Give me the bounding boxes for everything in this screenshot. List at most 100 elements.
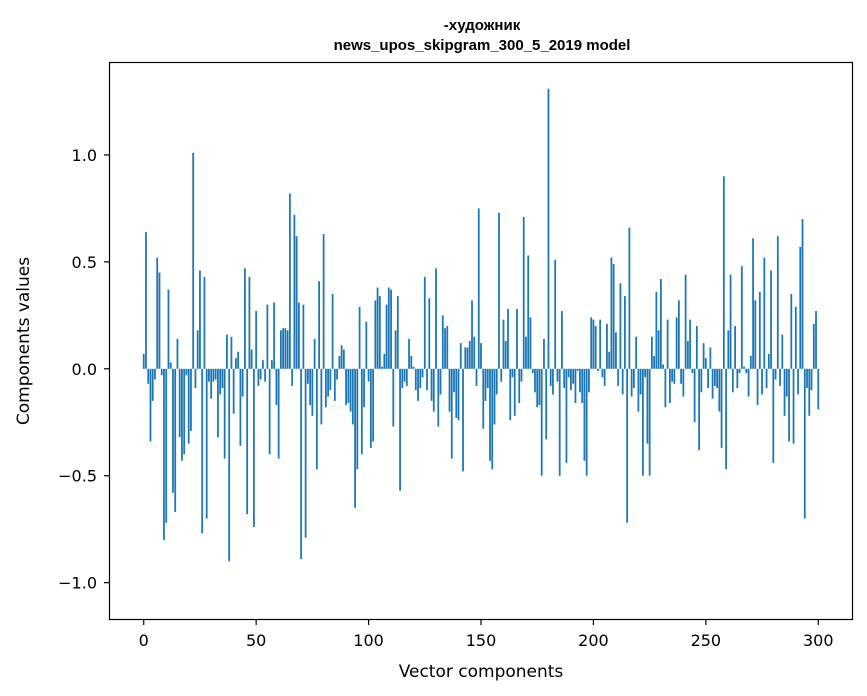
x-axis-ticks: 0 50 100 150 200 250 300 bbox=[139, 619, 834, 650]
bar bbox=[336, 368, 338, 380]
bar bbox=[156, 257, 159, 369]
bar bbox=[734, 326, 736, 369]
bar bbox=[797, 368, 799, 395]
bar bbox=[655, 291, 658, 369]
bar bbox=[235, 358, 237, 369]
bar bbox=[351, 368, 354, 425]
bar bbox=[606, 323, 608, 369]
bar bbox=[549, 368, 552, 386]
bar bbox=[731, 368, 734, 393]
bar bbox=[178, 368, 181, 438]
bar bbox=[349, 368, 352, 412]
bar bbox=[212, 368, 215, 382]
bar bbox=[624, 296, 626, 369]
plot-area-frame bbox=[108, 61, 854, 621]
bar bbox=[446, 326, 449, 369]
bar bbox=[785, 368, 788, 397]
bar bbox=[749, 355, 752, 369]
bar bbox=[282, 328, 285, 369]
bar bbox=[711, 368, 714, 399]
bar bbox=[169, 362, 172, 369]
bar bbox=[412, 366, 415, 369]
bar bbox=[250, 349, 253, 369]
bar bbox=[779, 368, 781, 386]
x-tick-label: 150 bbox=[466, 631, 497, 650]
bar bbox=[399, 368, 401, 491]
bar bbox=[725, 368, 727, 470]
bar bbox=[151, 368, 154, 401]
bar bbox=[313, 338, 316, 369]
bar bbox=[309, 368, 312, 406]
bar bbox=[570, 368, 572, 391]
bar bbox=[763, 257, 766, 369]
bar bbox=[684, 274, 687, 369]
bar bbox=[149, 368, 152, 442]
bar bbox=[536, 368, 539, 408]
bar bbox=[405, 368, 408, 386]
bar bbox=[729, 274, 732, 369]
bar bbox=[767, 353, 770, 369]
bar bbox=[794, 306, 797, 369]
bar bbox=[594, 326, 597, 369]
bar bbox=[511, 368, 514, 378]
bar bbox=[174, 368, 177, 513]
x-tick-label: 300 bbox=[803, 631, 834, 650]
bar bbox=[680, 368, 683, 384]
bar bbox=[345, 368, 347, 406]
bar bbox=[543, 338, 545, 369]
bar bbox=[300, 368, 303, 560]
bar bbox=[579, 368, 581, 393]
bar bbox=[770, 270, 772, 369]
bar bbox=[390, 289, 392, 369]
bar bbox=[635, 336, 638, 369]
bar bbox=[324, 368, 327, 408]
bar bbox=[268, 368, 271, 455]
bar bbox=[428, 298, 431, 369]
bar bbox=[363, 368, 365, 408]
bar bbox=[612, 264, 615, 369]
bar bbox=[592, 319, 595, 369]
bar bbox=[754, 300, 757, 369]
bar bbox=[354, 368, 356, 508]
bar bbox=[147, 368, 150, 384]
bar bbox=[248, 276, 251, 369]
bar bbox=[529, 317, 532, 369]
bar bbox=[812, 323, 815, 369]
bar bbox=[500, 368, 503, 382]
bar bbox=[295, 236, 298, 369]
x-tick-label: 50 bbox=[246, 631, 266, 650]
bar bbox=[327, 368, 329, 397]
bar bbox=[217, 368, 219, 438]
bar bbox=[565, 368, 568, 463]
bar bbox=[790, 293, 793, 369]
bar bbox=[408, 338, 410, 369]
y-axis-ticks: −1.0 −0.5 0.0 0.5 1.0 bbox=[58, 146, 110, 593]
bar bbox=[626, 368, 629, 523]
bar bbox=[799, 246, 802, 369]
x-tick-label: 200 bbox=[578, 631, 609, 650]
bar bbox=[228, 368, 231, 562]
bar bbox=[585, 368, 588, 476]
bar bbox=[275, 368, 278, 406]
bar bbox=[181, 368, 183, 461]
bar bbox=[599, 319, 602, 369]
bar bbox=[239, 368, 242, 446]
bar bbox=[297, 302, 300, 369]
bar bbox=[270, 360, 273, 369]
bar bbox=[722, 176, 725, 369]
bar bbox=[203, 276, 206, 369]
bar bbox=[668, 368, 671, 404]
bar bbox=[342, 349, 345, 369]
bar bbox=[552, 368, 554, 395]
bar bbox=[417, 368, 419, 401]
bar bbox=[738, 368, 741, 374]
bar bbox=[293, 214, 296, 369]
bar bbox=[142, 353, 145, 369]
bar bbox=[686, 341, 689, 369]
bar bbox=[713, 368, 716, 386]
x-tick-label: 250 bbox=[691, 631, 722, 650]
bar bbox=[448, 368, 451, 412]
bar bbox=[563, 368, 566, 389]
bar bbox=[538, 368, 541, 406]
bar bbox=[437, 368, 440, 427]
